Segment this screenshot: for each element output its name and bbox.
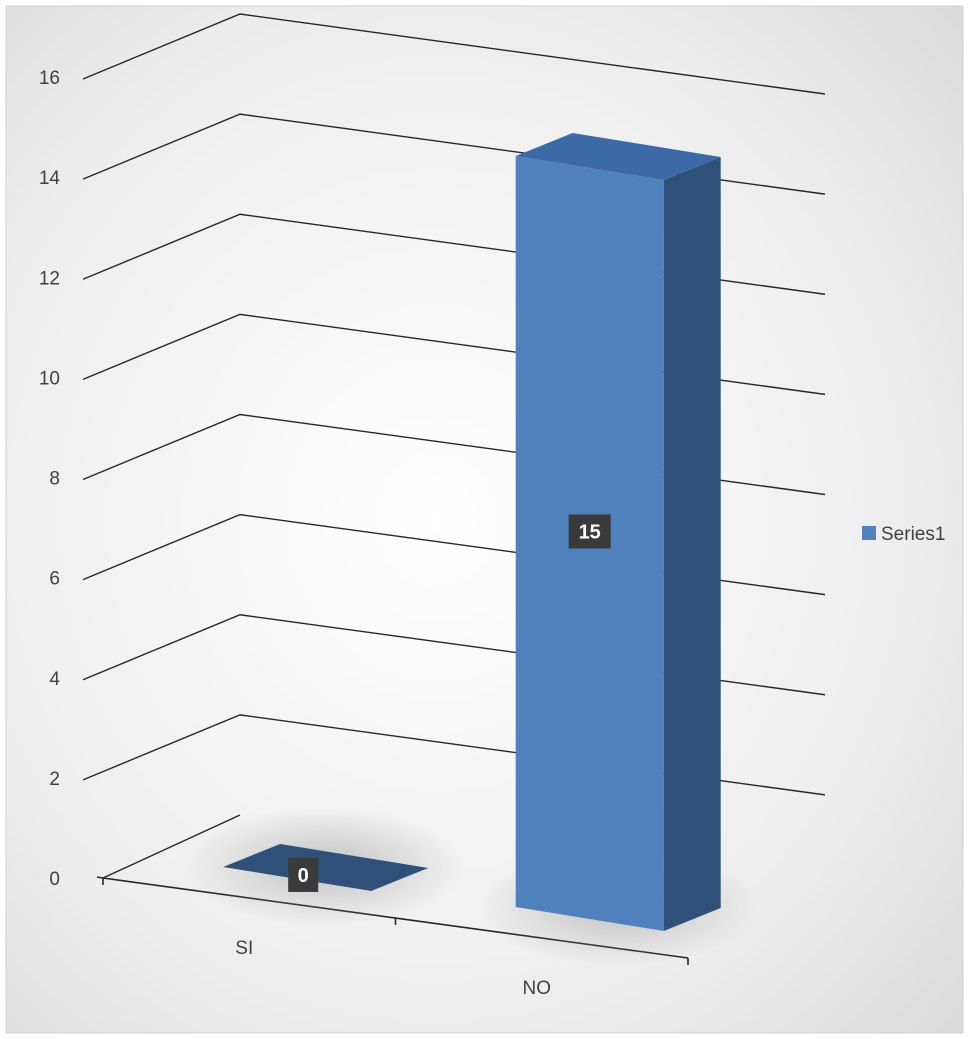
data-label: 0 <box>298 865 309 887</box>
y-tick-label: 16 <box>39 68 60 89</box>
bars <box>185 133 758 966</box>
data-label-box <box>568 514 611 549</box>
gridlines <box>82 13 826 879</box>
y-tick-label: 8 <box>49 469 60 490</box>
data-label-box <box>288 857 319 892</box>
bar-top <box>515 133 721 181</box>
legend: Series1 <box>862 524 945 545</box>
chart-background <box>5 5 964 1034</box>
data-labels: 0 15 <box>288 514 611 892</box>
bar-side <box>663 157 721 931</box>
legend-label: Series1 <box>881 524 945 545</box>
y-tick-label: 2 <box>49 769 60 790</box>
y-tick-label: 0 <box>49 869 60 890</box>
x-category-label: SI <box>235 938 253 959</box>
y-axis-tick <box>96 876 104 879</box>
gridline <box>82 13 826 95</box>
y-tick-label: 14 <box>39 168 61 189</box>
x-category-label: NO <box>523 978 552 999</box>
y-tick-label: 4 <box>49 669 60 690</box>
data-label: 15 <box>579 521 601 543</box>
y-tick-label: 10 <box>39 368 60 389</box>
y-tick-label: 12 <box>39 268 60 289</box>
bar-top <box>223 843 429 891</box>
y-tick-label: 6 <box>49 569 60 590</box>
gridline <box>102 814 241 879</box>
legend-swatch <box>862 526 876 540</box>
